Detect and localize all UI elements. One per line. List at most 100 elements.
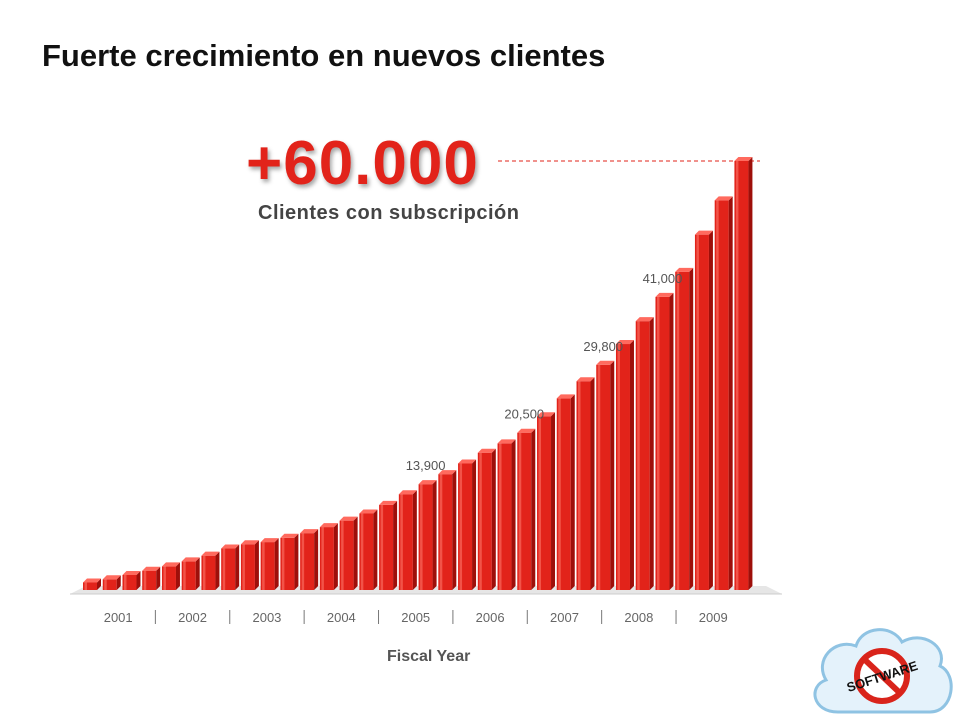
bar-side — [333, 523, 338, 590]
bar-top — [260, 538, 279, 543]
bar — [615, 340, 634, 590]
bar-side — [235, 544, 240, 590]
x-tick-label: 2009 — [699, 610, 728, 625]
software-logo: SOFTWARE — [813, 628, 953, 714]
bar-side — [511, 439, 516, 590]
bar-side — [551, 412, 556, 590]
bar — [161, 562, 180, 590]
bar-highlight — [321, 527, 324, 590]
bar — [497, 439, 516, 590]
bar-top — [418, 480, 437, 485]
bar-highlight — [656, 296, 660, 590]
bar-highlight — [479, 452, 482, 590]
bar-top — [280, 533, 299, 538]
bar — [477, 448, 496, 590]
bar-top — [615, 340, 634, 345]
bar-side — [491, 448, 496, 590]
bar-top — [694, 230, 713, 235]
bar-side — [412, 490, 417, 590]
bar-side — [570, 394, 575, 590]
bar — [142, 566, 161, 590]
bar-highlight — [637, 321, 640, 590]
bar-top — [300, 529, 319, 534]
bar-top — [537, 412, 556, 417]
bar — [438, 470, 457, 590]
bar-top — [517, 428, 536, 433]
bar — [339, 516, 358, 590]
bar — [714, 196, 733, 590]
x-tick-label: 2002 — [178, 610, 207, 625]
x-tick-label: 2004 — [327, 610, 356, 625]
x-tick-label: 2008 — [624, 610, 653, 625]
bar-highlight — [696, 234, 699, 590]
bar-highlight — [262, 542, 265, 590]
bar-top — [398, 490, 417, 495]
bar — [102, 575, 121, 590]
bar-top — [714, 196, 733, 201]
bar-highlight — [459, 463, 463, 590]
bar — [675, 267, 694, 590]
headline-caption: Clientes con subscripción — [258, 202, 520, 224]
bar-side — [136, 570, 141, 590]
data-label: 41,000 — [643, 271, 683, 286]
bar-side — [215, 551, 220, 590]
bar-highlight — [538, 416, 542, 590]
bar — [280, 533, 299, 590]
bar-top — [379, 500, 398, 505]
slide-title: Fuerte crecimiento en nuevos clientes — [42, 38, 606, 73]
bar-side — [432, 480, 437, 590]
bar-highlight — [676, 271, 680, 590]
bar-top — [576, 377, 595, 382]
bars-group — [83, 157, 753, 590]
bar-highlight — [400, 494, 403, 590]
headline-total: +60.000 — [246, 129, 479, 198]
bar — [181, 557, 200, 590]
bar-side — [156, 566, 161, 590]
bar-side — [393, 500, 398, 590]
bar — [319, 523, 338, 590]
bar-side — [708, 230, 713, 590]
bar-highlight — [518, 432, 522, 590]
bar — [418, 480, 437, 590]
bar-side — [314, 529, 319, 590]
bar-top — [102, 575, 121, 580]
bar-highlight — [380, 504, 384, 590]
bar — [556, 394, 575, 590]
bar-highlight — [716, 200, 719, 590]
bar-highlight — [163, 566, 166, 590]
bar-top — [359, 509, 378, 514]
bar-highlight — [578, 381, 581, 590]
bar-highlight — [143, 570, 147, 590]
bar — [260, 538, 279, 590]
bar — [576, 377, 595, 590]
bar-top — [142, 566, 161, 571]
bar-highlight — [499, 443, 502, 590]
bar — [635, 317, 654, 590]
bar-top — [458, 459, 477, 464]
bar-highlight — [104, 579, 107, 590]
bar-side — [728, 196, 733, 590]
bar-side — [629, 340, 634, 590]
bar-side — [353, 516, 358, 590]
bar-side — [274, 538, 279, 590]
bar-top — [596, 360, 615, 365]
bar — [201, 551, 220, 590]
data-label: 13,900 — [406, 458, 446, 473]
bar-highlight — [202, 555, 206, 590]
bar-highlight — [439, 474, 443, 590]
bar-top — [497, 439, 516, 444]
bar — [359, 509, 378, 590]
bar-top — [734, 157, 753, 161]
bar-side — [294, 533, 299, 590]
bar-side — [195, 557, 200, 590]
bar-highlight — [123, 574, 127, 590]
bar-side — [748, 157, 753, 590]
bar-front — [83, 582, 97, 590]
bar-top — [339, 516, 358, 521]
bar-top — [438, 470, 457, 475]
bar-side — [452, 470, 457, 590]
bar-top — [201, 551, 220, 556]
bar-side — [472, 459, 477, 590]
x-tick-label: 2007 — [550, 610, 579, 625]
bar-highlight — [242, 544, 245, 590]
